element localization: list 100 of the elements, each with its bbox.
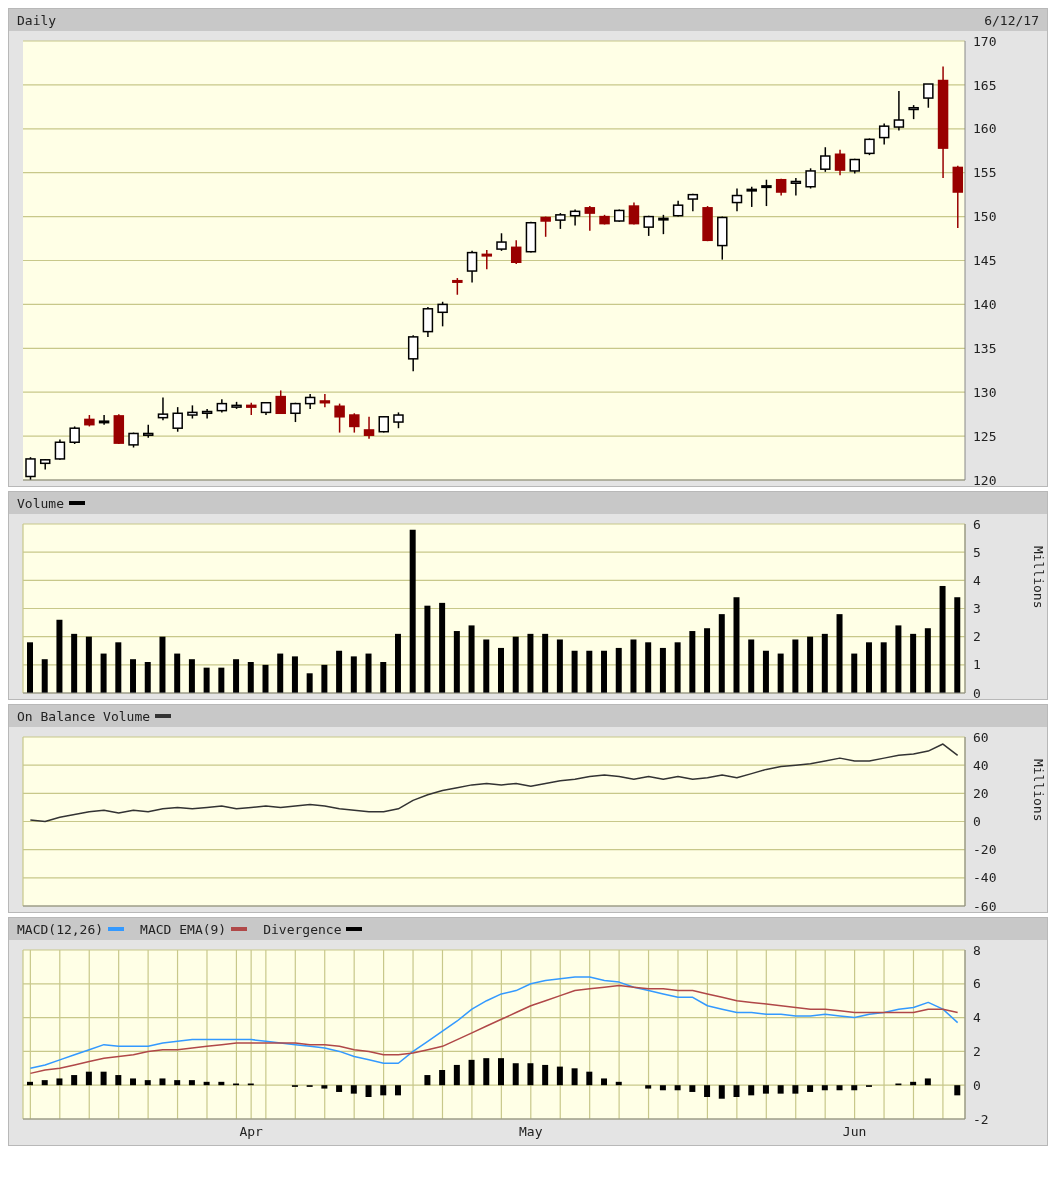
candlestick — [731, 187, 743, 213]
candlestick — [805, 167, 816, 190]
bar — [718, 1085, 725, 1099]
y-tick-label: 125 — [973, 428, 997, 444]
bar — [144, 662, 151, 693]
bar — [777, 653, 784, 693]
y-tick-label: 8 — [973, 942, 981, 958]
bar — [659, 647, 666, 693]
y-tick-label: 170 — [973, 33, 997, 49]
bar — [718, 614, 725, 693]
candlestick — [584, 205, 596, 232]
candlestick — [466, 250, 478, 284]
bar — [233, 659, 240, 693]
bar — [792, 639, 799, 693]
bar — [748, 639, 755, 693]
y-tick-label: -40 — [973, 870, 997, 886]
bar — [394, 633, 401, 693]
bar — [27, 1081, 33, 1086]
y-tick-label: 120 — [973, 472, 997, 488]
y-axis-title: Millions — [1031, 545, 1047, 609]
bar — [380, 662, 387, 693]
candlestick — [172, 406, 183, 433]
candlestick — [658, 214, 669, 235]
bar — [130, 1078, 137, 1086]
candlestick — [334, 402, 345, 434]
bar — [71, 1075, 78, 1086]
bar — [144, 1080, 151, 1086]
bar — [188, 659, 195, 693]
candlestick — [157, 396, 169, 422]
bar — [115, 642, 122, 693]
candlestick — [834, 149, 846, 177]
bar — [498, 1058, 504, 1086]
bar — [380, 1085, 387, 1096]
bar — [865, 642, 872, 693]
y-axis-title: Millions — [1031, 758, 1047, 822]
bar — [674, 1085, 681, 1091]
bar — [394, 1085, 401, 1096]
x-tick-label: Jun — [842, 1124, 867, 1140]
bar — [424, 1075, 431, 1086]
candlestick — [746, 186, 757, 208]
candlestick — [820, 146, 831, 173]
y-tick-label: 5 — [973, 544, 981, 560]
bar — [527, 1063, 534, 1086]
bar — [365, 1085, 372, 1098]
bar — [733, 597, 740, 693]
bar — [586, 650, 593, 693]
legend-label: Divergence — [263, 921, 342, 937]
bar — [100, 653, 107, 693]
bar — [174, 1080, 181, 1086]
y-tick-label: 0 — [973, 814, 981, 830]
bar — [468, 625, 475, 693]
bar — [203, 667, 210, 693]
y-tick-label: 40 — [973, 757, 989, 773]
bar — [512, 636, 519, 693]
bar — [159, 1078, 166, 1086]
y-tick-label: 2 — [973, 629, 981, 645]
candlestick — [790, 177, 802, 197]
y-tick-label: 135 — [973, 340, 997, 356]
bar — [733, 1085, 740, 1098]
y-tick-label: 4 — [973, 1010, 981, 1026]
bar — [247, 662, 254, 693]
y-tick-label: 20 — [973, 785, 989, 801]
y-tick-label: 3 — [973, 601, 981, 617]
candlestick — [201, 408, 213, 420]
bar — [645, 642, 652, 693]
bar — [453, 631, 460, 693]
bar — [704, 1085, 711, 1098]
bar — [571, 1068, 578, 1086]
bar — [630, 639, 637, 693]
bar — [880, 642, 887, 693]
bar — [159, 636, 166, 693]
candlestick — [319, 393, 331, 408]
bar — [689, 631, 696, 693]
bar — [174, 653, 181, 693]
y-tick-label: 0 — [973, 1077, 981, 1093]
legend-label: On Balance Volume — [17, 708, 151, 724]
text: 6/12/17 — [984, 12, 1039, 28]
x-tick-label: Apr — [239, 1124, 264, 1140]
bar — [777, 1085, 784, 1094]
y-tick-label: 2 — [973, 1044, 981, 1060]
y-tick-label: -60 — [973, 898, 997, 914]
y-tick-label: 140 — [973, 297, 997, 313]
bar — [336, 650, 343, 693]
candlestick — [349, 412, 360, 434]
candlestick — [363, 416, 375, 440]
bar — [365, 653, 372, 693]
y-tick-label: 150 — [973, 209, 997, 225]
bar — [85, 1071, 92, 1086]
bar — [954, 597, 961, 693]
y-tick-label: 145 — [973, 253, 997, 269]
bar — [424, 605, 431, 693]
candlestick — [25, 456, 36, 480]
bar — [615, 647, 622, 693]
bar — [586, 1071, 593, 1086]
y-tick-label: 155 — [973, 165, 997, 181]
bar — [601, 650, 608, 693]
bar — [439, 1069, 446, 1086]
bar — [601, 1078, 608, 1086]
bar — [939, 585, 946, 693]
candlestick — [407, 334, 419, 372]
